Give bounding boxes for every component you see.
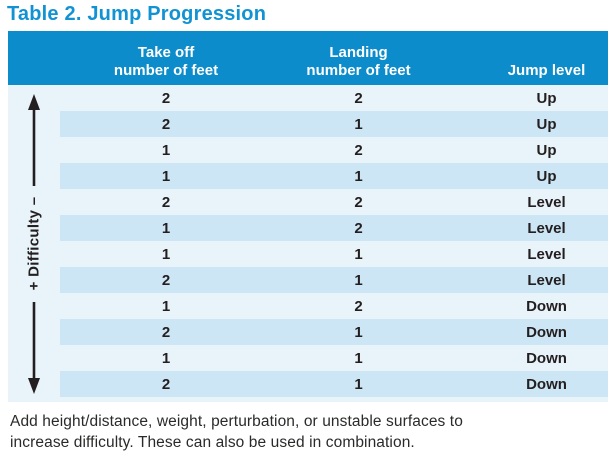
landing-header-line1: Landing [329,44,388,61]
column-header-jump-level: Jump level [457,31,608,85]
table-title: Table 2. Jump Progression [7,3,267,25]
takeoff-cell: 1 [161,219,171,237]
jump-level-cell: Level [527,271,566,289]
jump-level-cell: Up [536,141,557,159]
footnote-line-1: Add height/distance, weight, perturbatio… [10,413,463,430]
landing-cell: 2 [354,193,363,211]
jump-level-cell: Level [527,219,566,237]
landing-cell: 1 [354,349,363,367]
jump-level-cell: Up [536,89,557,107]
landing-cell: 1 [354,375,363,393]
takeoff-cell: 2 [161,375,171,393]
table-body: 2 2 Up 2 1 Up 1 2 Up 1 1 Up 2 2 [8,85,608,402]
landing-header-line2: number of feet [306,62,411,79]
footnote-line-2: increase difficulty. These can also be u… [10,434,415,451]
table-row: 2 1 Down [60,371,608,397]
landing-cell: 1 [354,245,363,263]
column-header-takeoff: Take off number of feet [60,31,272,85]
column-header-spacer [8,31,60,85]
landing-cell: 1 [354,271,363,289]
jump-level-header-label: Jump level [507,62,586,79]
jump-level-cell: Level [527,245,566,263]
jump-progression-table: Take off number of feet Landing number o… [8,31,608,402]
takeoff-cell: 2 [161,193,171,211]
table-row: 1 2 Down [60,293,608,319]
landing-cell: 2 [354,297,363,315]
jump-level-cell: Level [527,193,566,211]
takeoff-cell: 2 [161,89,171,107]
difficulty-axis: + Difficulty – [8,85,60,402]
table-row: 2 2 Up [60,85,608,111]
landing-cell: 1 [354,115,363,133]
table-row: 1 2 Level [60,215,608,241]
column-header-landing: Landing number of feet [272,31,457,85]
takeoff-cell: 1 [161,141,171,159]
landing-cell: 1 [354,167,363,185]
jump-level-cell: Down [526,297,567,315]
landing-cell: 2 [354,141,363,159]
difficulty-label: + Difficulty – [25,196,43,291]
table-row: 2 1 Down [60,319,608,345]
takeoff-header-line2: number of feet [113,62,219,79]
table-row: 1 1 Up [60,163,608,189]
table-row: 2 1 Up [60,111,608,137]
jump-level-cell: Down [526,375,567,393]
takeoff-cell: 1 [161,245,171,263]
takeoff-header-line1: Take off [137,44,195,61]
landing-cell: 2 [354,219,363,237]
difficulty-label-box: + Difficulty – [0,186,81,302]
table-row: 2 2 Level [60,189,608,215]
jump-level-cell: Down [526,323,567,341]
jump-level-cell: Up [536,167,557,185]
table-row: 1 2 Up [60,137,608,163]
jump-level-cell: Up [536,115,557,133]
arrow-up-icon [28,93,40,186]
takeoff-cell: 1 [161,167,171,185]
footnote: Add height/distance, weight, perturbatio… [10,411,610,453]
takeoff-cell: 1 [161,297,171,315]
arrow-down-icon [28,301,40,394]
landing-cell: 2 [354,89,363,107]
landing-cell: 1 [354,323,363,341]
takeoff-cell: 2 [161,271,171,289]
takeoff-cell: 2 [161,115,171,133]
takeoff-cell: 1 [161,349,171,367]
jump-level-cell: Down [526,349,567,367]
table-header-row: Take off number of feet Landing number o… [8,31,608,85]
takeoff-cell: 2 [161,323,171,341]
table-row: 1 1 Down [60,345,608,371]
table-row: 2 1 Level [60,267,608,293]
table-row: 1 1 Level [60,241,608,267]
